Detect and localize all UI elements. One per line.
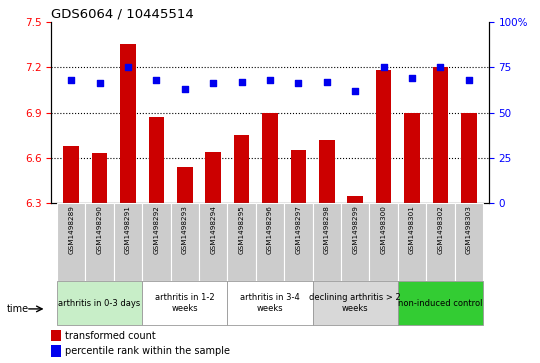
Text: time: time xyxy=(6,303,29,314)
Text: GSM1498297: GSM1498297 xyxy=(295,205,301,254)
Text: non-induced control: non-induced control xyxy=(398,299,483,307)
Text: GSM1498290: GSM1498290 xyxy=(97,205,103,254)
Point xyxy=(152,77,161,83)
Text: GSM1498301: GSM1498301 xyxy=(409,205,415,254)
Bar xyxy=(369,203,398,281)
Bar xyxy=(114,203,142,281)
Bar xyxy=(63,146,79,203)
Bar xyxy=(404,113,420,203)
Point xyxy=(408,75,416,81)
Text: GSM1498294: GSM1498294 xyxy=(210,205,216,254)
Point xyxy=(180,86,189,92)
Bar xyxy=(227,281,313,325)
Point xyxy=(124,64,132,70)
Bar xyxy=(313,203,341,281)
Point xyxy=(95,81,104,86)
Bar xyxy=(142,203,171,281)
Text: declining arthritis > 2
weeks: declining arthritis > 2 weeks xyxy=(309,293,401,313)
Bar xyxy=(120,44,136,203)
Text: GSM1498300: GSM1498300 xyxy=(381,205,387,254)
Bar xyxy=(227,203,256,281)
Text: GSM1498295: GSM1498295 xyxy=(239,205,245,254)
Text: GSM1498298: GSM1498298 xyxy=(324,205,330,254)
Bar xyxy=(57,281,142,325)
Point xyxy=(237,79,246,85)
Bar xyxy=(51,330,61,341)
Point xyxy=(209,81,218,86)
Text: GSM1498299: GSM1498299 xyxy=(352,205,358,254)
Point xyxy=(379,64,388,70)
Text: GSM1498292: GSM1498292 xyxy=(153,205,159,254)
Text: percentile rank within the sample: percentile rank within the sample xyxy=(65,346,230,356)
Bar xyxy=(426,203,455,281)
Bar xyxy=(319,140,335,203)
Bar xyxy=(398,281,483,325)
Point xyxy=(294,81,303,86)
Bar xyxy=(199,203,227,281)
Point xyxy=(464,77,473,83)
Text: GSM1498293: GSM1498293 xyxy=(182,205,188,254)
Text: GSM1498302: GSM1498302 xyxy=(437,205,443,254)
Point xyxy=(266,77,274,83)
Point xyxy=(351,88,360,94)
Text: GSM1498291: GSM1498291 xyxy=(125,205,131,254)
Bar xyxy=(313,281,398,325)
Bar xyxy=(148,117,164,203)
Bar xyxy=(256,203,284,281)
Point xyxy=(436,64,445,70)
Text: arthritis in 3-4
weeks: arthritis in 3-4 weeks xyxy=(240,293,300,313)
Point xyxy=(67,77,76,83)
Bar xyxy=(291,150,306,203)
Text: GDS6064 / 10445514: GDS6064 / 10445514 xyxy=(51,8,194,21)
Bar xyxy=(205,152,221,203)
Point xyxy=(322,79,331,85)
Text: GSM1498296: GSM1498296 xyxy=(267,205,273,254)
Bar xyxy=(262,113,278,203)
Bar xyxy=(171,203,199,281)
Bar xyxy=(284,203,313,281)
Bar xyxy=(142,281,227,325)
Bar xyxy=(92,153,107,203)
Text: GSM1498289: GSM1498289 xyxy=(68,205,74,254)
Bar xyxy=(234,135,249,203)
Bar xyxy=(177,167,193,203)
Text: arthritis in 1-2
weeks: arthritis in 1-2 weeks xyxy=(155,293,214,313)
Bar xyxy=(85,203,114,281)
Text: transformed count: transformed count xyxy=(65,331,156,341)
Text: arthritis in 0-3 days: arthritis in 0-3 days xyxy=(58,299,141,307)
Bar xyxy=(57,203,85,281)
Bar xyxy=(461,113,477,203)
Bar xyxy=(347,196,363,203)
Bar xyxy=(455,203,483,281)
Text: GSM1498303: GSM1498303 xyxy=(466,205,472,254)
Bar xyxy=(376,70,392,203)
Bar xyxy=(398,203,426,281)
Bar xyxy=(51,345,61,357)
Bar xyxy=(341,203,369,281)
Bar xyxy=(433,67,448,203)
